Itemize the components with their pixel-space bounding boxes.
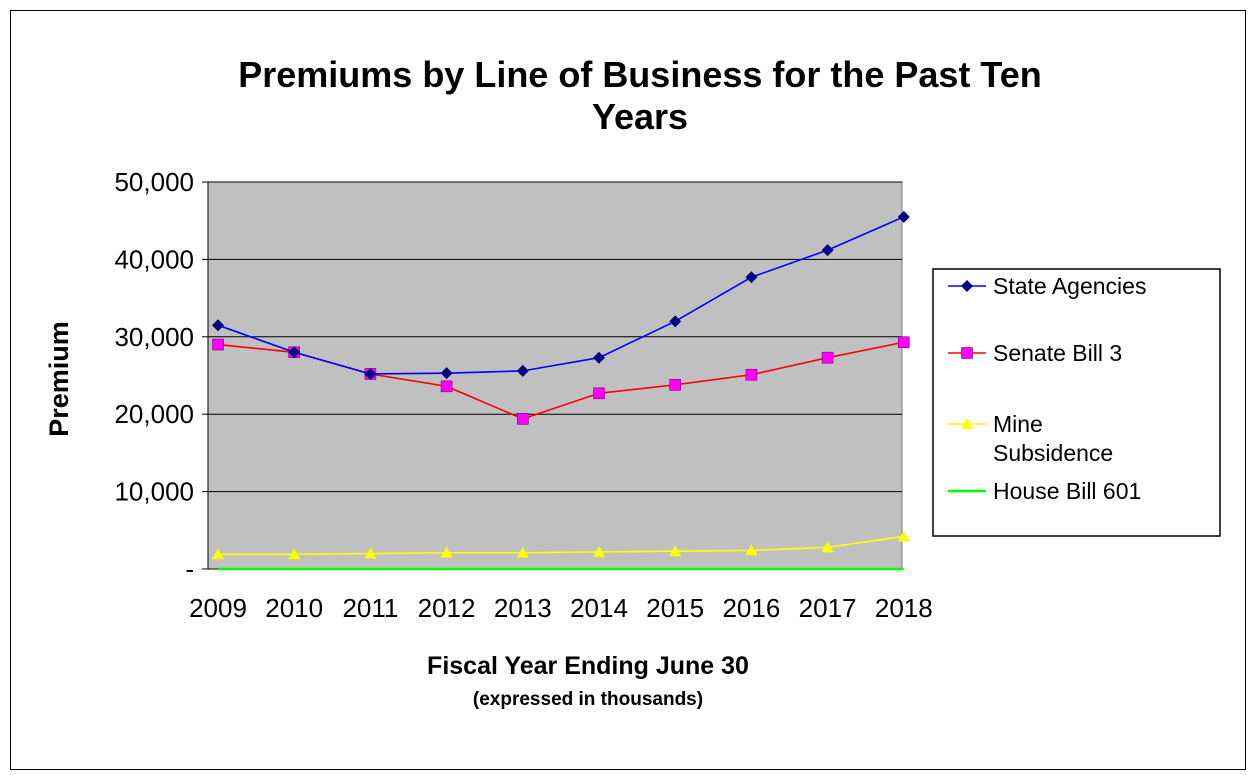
legend-item-house-bill-601: House Bill 601 [948,478,1141,504]
y-tick-label-2: 20,000 [114,399,194,429]
x-axis-subtitle: (expressed in thousands) [473,689,703,710]
series-layer [212,210,910,571]
legend-marker-mine-subsidence [961,418,973,429]
x-tick-label-2011: 2011 [342,593,398,623]
legend-item-mine-subsidence: Mine Subsidence [948,411,1113,466]
point-senate-bill-3-2009 [212,338,224,351]
point-senate-bill-3-2012 [440,380,453,393]
point-state-agencies-2011 [364,367,377,380]
y-tick-label-5: 50,000 [114,167,194,197]
point-mine-subsidence-2013 [516,546,529,558]
x-tick-label-2016: 2016 [722,593,780,623]
point-state-agencies-2010 [288,346,301,359]
point-state-agencies-2018 [897,210,910,223]
point-mine-subsidence-2009 [212,548,224,560]
x-tick-label-2012: 2012 [418,593,476,623]
y-tick-label-0: - [185,554,194,584]
point-senate-bill-3-2017 [821,351,834,364]
series-line-state-agencies [217,216,905,375]
series-line-mine-subsidence [218,535,904,556]
point-mine-subsidence-2012 [440,546,453,558]
x-tick-label-2018: 2018 [875,593,933,623]
point-state-agencies-2017 [821,244,834,257]
point-mine-subsidence-2014 [593,545,605,557]
point-senate-bill-3-2015 [669,378,682,391]
legend: State Agencies Senate Bill 3 Mine Subsidenc… [932,268,1221,537]
legend-label-senate-bill-3: Senate Bill 3 [993,340,1122,366]
point-mine-subsidence-2018 [897,530,910,542]
y-tick-label-4: 40,000 [114,244,194,274]
plot-area [207,181,903,570]
legend-label-mine-subsidence-0: Mine [993,411,1043,437]
point-senate-bill-3-2014 [593,387,605,400]
legend-label-house-bill-601: House Bill 601 [993,478,1141,504]
legend-item-state-agencies: State Agencies [948,273,1146,299]
point-senate-bill-3-2013 [516,413,529,425]
point-mine-subsidence-2016 [745,544,758,556]
y-tick-label-3: 30,000 [114,322,194,352]
point-state-agencies-2012 [440,367,453,380]
x-tick-label-2013: 2013 [494,593,552,623]
point-state-agencies-2014 [593,351,605,364]
series-mine-subsidence [212,530,910,560]
chart-title-line-1: Premiums by Line of Business for the Pas… [238,54,1042,95]
axis-layer: - 10,000 20,000 30,000 40,000 50,000 2009 2010 2… [114,167,932,623]
x-tick-label-2009: 2009 [189,593,247,623]
grid-layer [208,181,902,493]
legend-marker-senate-bill-3 [961,347,973,359]
legend-item-senate-bill-3: Senate Bill 3 [948,340,1122,366]
x-tick-label-2010: 2010 [265,593,323,623]
point-mine-subsidence-2015 [669,545,682,557]
point-state-agencies-2015 [669,315,682,328]
x-axis-title: Fiscal Year Ending June 30 [427,652,749,680]
point-mine-subsidence-2017 [821,541,834,553]
legend-marker-state-agencies [961,280,973,292]
chart-title-line-2: Years [592,96,688,137]
chart-svg: Premiums by Line of Business for the Pas… [44,54,1221,710]
x-tick-label-2015: 2015 [646,593,704,623]
legend-label-mine-subsidence-1: Subsidence [993,440,1113,466]
point-senate-bill-3-2016 [745,368,758,381]
y-axis-title: Premium [44,321,74,437]
legend-label-state-agencies: State Agencies [993,273,1146,299]
point-state-agencies-2013 [516,364,529,377]
point-state-agencies-2016 [745,271,758,284]
series-state-agencies [212,210,910,380]
chart-frame: Premiums by Line of Business for the Pas… [10,10,1246,770]
y-tick-label-1: 10,000 [114,477,194,507]
point-state-agencies-2009 [212,319,224,332]
x-tick-label-2017: 2017 [799,593,857,623]
point-senate-bill-3-2018 [897,336,910,349]
point-mine-subsidence-2010 [288,548,301,560]
x-tick-label-2014: 2014 [570,593,628,623]
point-mine-subsidence-2011 [364,547,377,559]
